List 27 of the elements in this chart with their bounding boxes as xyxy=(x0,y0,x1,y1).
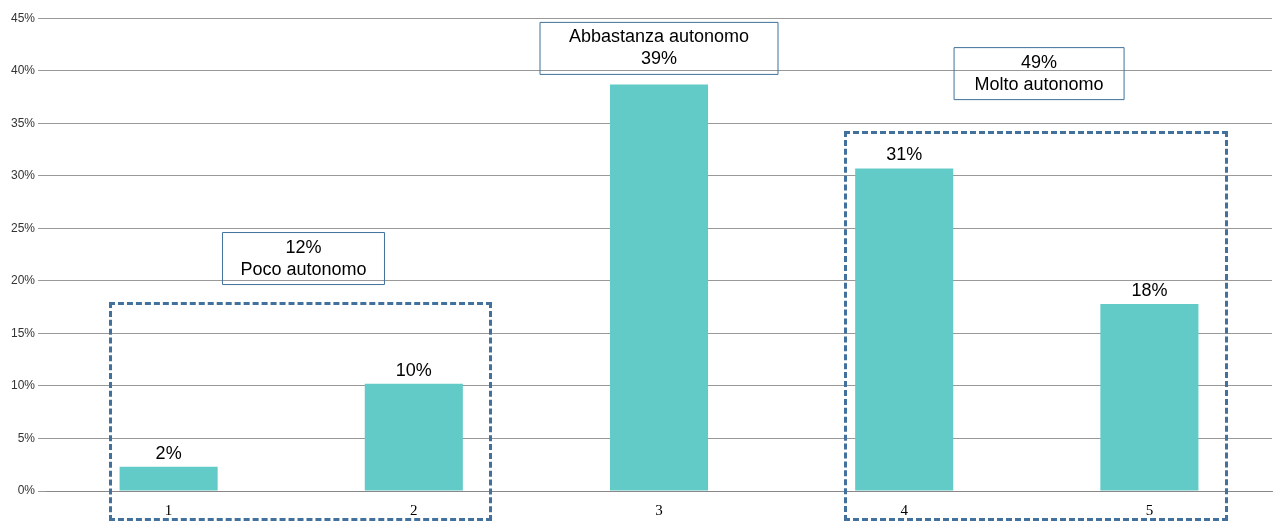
x-tick-label: 4 xyxy=(900,501,909,518)
bar xyxy=(364,383,463,491)
y-tick-label: 0% xyxy=(17,483,36,498)
y-tick-label: 15% xyxy=(10,325,36,340)
bar xyxy=(119,466,218,491)
y-tick-label: 30% xyxy=(10,168,36,183)
bar xyxy=(1100,303,1199,491)
y-tick-label: 5% xyxy=(17,430,36,445)
bar xyxy=(609,84,709,491)
data-label: 31% xyxy=(886,144,923,165)
bar xyxy=(855,168,954,491)
data-label: 10% xyxy=(395,359,432,380)
x-tick-label: 5 xyxy=(1145,501,1154,518)
x-tick-label: 2 xyxy=(410,501,418,518)
y-tick-label: 10% xyxy=(10,378,36,393)
y-tick-label: 45% xyxy=(10,10,36,25)
annotation: Abbastanza autonomo 39% xyxy=(568,26,750,69)
y-tick-label: 35% xyxy=(10,115,36,130)
y-tick-label: 40% xyxy=(10,63,36,78)
y-tick-label: 20% xyxy=(10,273,36,288)
annotation: 49% Molto autonomo xyxy=(974,51,1104,94)
data-label: 18% xyxy=(1131,279,1168,300)
x-tick-label: 1 xyxy=(164,501,173,518)
data-label: 2% xyxy=(155,442,182,463)
annotation: 12% Poco autonomo xyxy=(240,236,367,279)
x-tick-label: 3 xyxy=(655,501,663,518)
y-tick-label: 25% xyxy=(10,220,36,235)
